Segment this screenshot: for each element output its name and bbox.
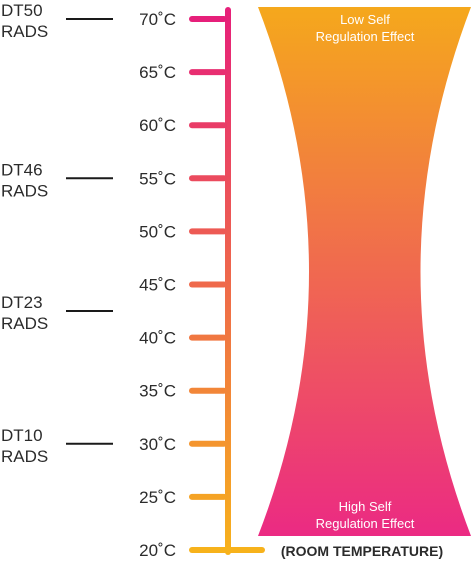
radiator-label-rads: RADS xyxy=(1,181,48,200)
temperature-scale-bar xyxy=(225,7,231,555)
scale-tick-label: 20˚C xyxy=(139,541,176,560)
scale-tick-label: 40˚C xyxy=(139,329,176,348)
scale-tick-label: 45˚C xyxy=(139,276,176,295)
scale-tick-label: 60˚C xyxy=(139,116,176,135)
radiator-label-rads: RADS xyxy=(1,447,48,466)
scale-tick-label: 35˚C xyxy=(139,382,176,401)
radiator-label-type: DT23 xyxy=(1,293,43,312)
room-temperature-note: (ROOM TEMPERATURE) xyxy=(281,543,443,559)
radiator-label-rads: RADS xyxy=(1,22,48,41)
radiator-label-type: DT46 xyxy=(1,160,43,179)
radiator-label-rads: RADS xyxy=(1,314,48,333)
radiator-label-type: DT50 xyxy=(1,1,43,20)
bottom-effect-label-line1: High Self xyxy=(339,499,392,514)
top-effect-label-line2: Regulation Effect xyxy=(316,29,415,44)
scale-tick-label: 25˚C xyxy=(139,488,176,507)
scale-tick-label: 65˚C xyxy=(139,63,176,82)
scale-tick-label: 55˚C xyxy=(139,169,176,188)
scale-tick-label: 30˚C xyxy=(139,435,176,454)
top-effect-label-line1: Low Self xyxy=(340,12,390,27)
radiator-label-type: DT10 xyxy=(1,426,43,445)
regulation-effect-shape xyxy=(258,7,471,536)
scale-tick-label: 50˚C xyxy=(139,222,176,241)
scale-tick-label: 70˚C xyxy=(139,10,176,29)
bottom-effect-label-line2: Regulation Effect xyxy=(316,516,415,531)
